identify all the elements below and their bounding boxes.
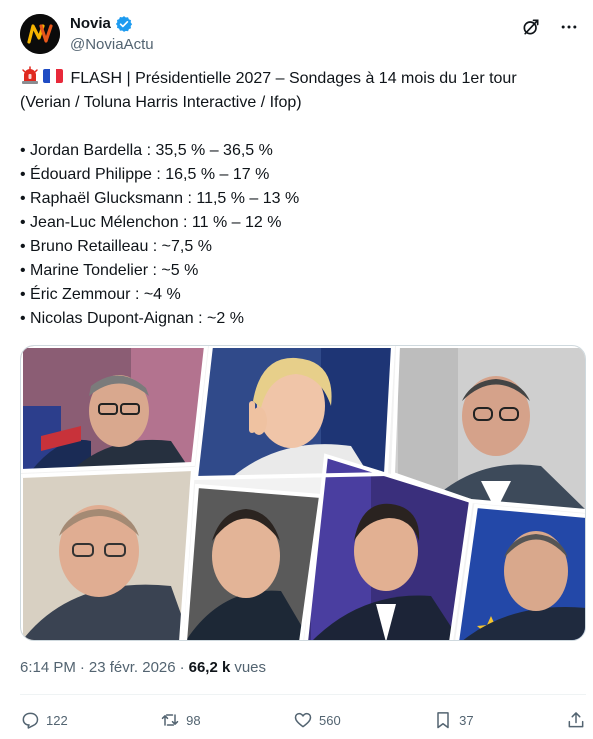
meta-separator: · — [79, 659, 85, 676]
share-icon — [568, 712, 584, 728]
bookmark-count: 37 — [459, 712, 474, 728]
more-icon[interactable] — [558, 16, 580, 38]
list-item: • Jean-Luc Mélenchon : 11 % – 12 % — [20, 214, 282, 231]
divider — [20, 694, 586, 695]
tweet-meta: 6:14 PM · 23 févr. 2026 · 66,2 k vues — [20, 658, 266, 678]
post-date[interactable]: 23 févr. 2026 — [88, 659, 176, 676]
views-count: 66,2 k — [188, 659, 231, 676]
repost-button[interactable]: 98 — [160, 710, 201, 730]
repost-icon — [161, 714, 179, 726]
verified-badge-icon — [115, 16, 132, 32]
avatar[interactable] — [20, 14, 60, 54]
action-bar: 122 98 560 37 — [20, 706, 586, 734]
share-button[interactable] — [566, 710, 586, 730]
collage-photo — [21, 346, 585, 640]
france-flag-icon — [43, 69, 63, 83]
tweet-header: Novia @NoviaActu — [20, 12, 580, 56]
name-row: Novia — [70, 14, 133, 34]
list-item: • Marine Tondelier : ~5 % — [20, 262, 199, 279]
views-label: vues — [234, 659, 267, 676]
meta-separator: · — [179, 659, 185, 676]
media-image[interactable] — [20, 345, 586, 641]
heart-icon — [294, 712, 312, 728]
list-item: • Édouard Philippe : 16,5 % – 17 % — [20, 166, 270, 183]
like-button[interactable]: 560 — [293, 710, 341, 730]
list-item: • Raphaël Glucksmann : 11,5 % – 13 % — [20, 190, 300, 207]
bookmark-button[interactable]: 37 — [433, 710, 474, 730]
list-item: • Nicolas Dupont-Aignan : ~2 % — [20, 310, 244, 327]
reply-icon — [22, 712, 39, 729]
post-time[interactable]: 6:14 PM — [20, 659, 76, 676]
list-item: • Bruno Retailleau : ~7,5 % — [20, 238, 212, 255]
headline-line: FLASH | Présidentielle 2027 – Sondages à… — [20, 66, 580, 91]
list-item: • Jordan Bardella : 35,5 % – 36,5 % — [20, 142, 273, 159]
source-line: (Verian / Toluna Harris Interactive / If… — [20, 94, 302, 111]
like-count: 560 — [318, 712, 341, 728]
handle[interactable]: @NoviaActu — [70, 36, 154, 53]
siren-icon — [22, 66, 38, 84]
repost-count: 98 — [186, 712, 201, 728]
bookmark-icon — [437, 712, 449, 729]
reply-count: 122 — [46, 712, 68, 728]
tweet-text: FLASH | Présidentielle 2027 – Sondages à… — [20, 66, 580, 331]
display-name[interactable]: Novia — [70, 15, 111, 32]
grok-icon[interactable] — [520, 16, 542, 38]
list-item: • Éric Zemmour : ~4 % — [20, 286, 181, 303]
headline: FLASH | Présidentielle 2027 – Sondages à… — [70, 70, 517, 87]
reply-button[interactable]: 122 — [20, 710, 68, 730]
novia-logo-icon — [20, 14, 60, 54]
header-actions — [520, 16, 580, 38]
